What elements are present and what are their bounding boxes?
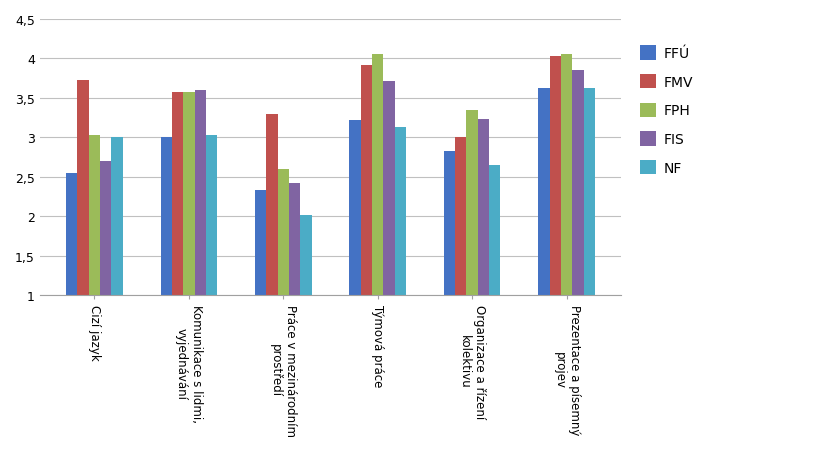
Bar — [584, 88, 595, 295]
Bar — [278, 170, 289, 295]
Bar — [478, 120, 489, 295]
Bar — [301, 215, 311, 295]
Bar — [349, 121, 361, 295]
Bar — [112, 138, 123, 295]
Bar — [572, 71, 584, 295]
Bar — [383, 81, 395, 295]
Bar — [561, 55, 572, 295]
Bar — [266, 115, 278, 295]
Bar — [78, 81, 89, 295]
Bar — [100, 161, 112, 295]
Bar — [395, 128, 406, 295]
Bar — [183, 92, 195, 295]
Bar — [195, 91, 206, 295]
Bar — [172, 92, 183, 295]
Bar — [549, 57, 561, 295]
Bar — [467, 110, 478, 295]
Legend: FFÚ, FMV, FPH, FIS, NF: FFÚ, FMV, FPH, FIS, NF — [634, 41, 698, 181]
Bar — [539, 88, 549, 295]
Bar — [160, 138, 172, 295]
Bar — [89, 136, 100, 295]
Bar — [255, 191, 266, 295]
Bar — [361, 65, 372, 295]
Bar — [455, 138, 467, 295]
Bar — [66, 173, 78, 295]
Bar — [489, 166, 500, 295]
Bar — [443, 152, 455, 295]
Bar — [289, 184, 301, 295]
Bar — [206, 136, 217, 295]
Bar — [372, 55, 383, 295]
